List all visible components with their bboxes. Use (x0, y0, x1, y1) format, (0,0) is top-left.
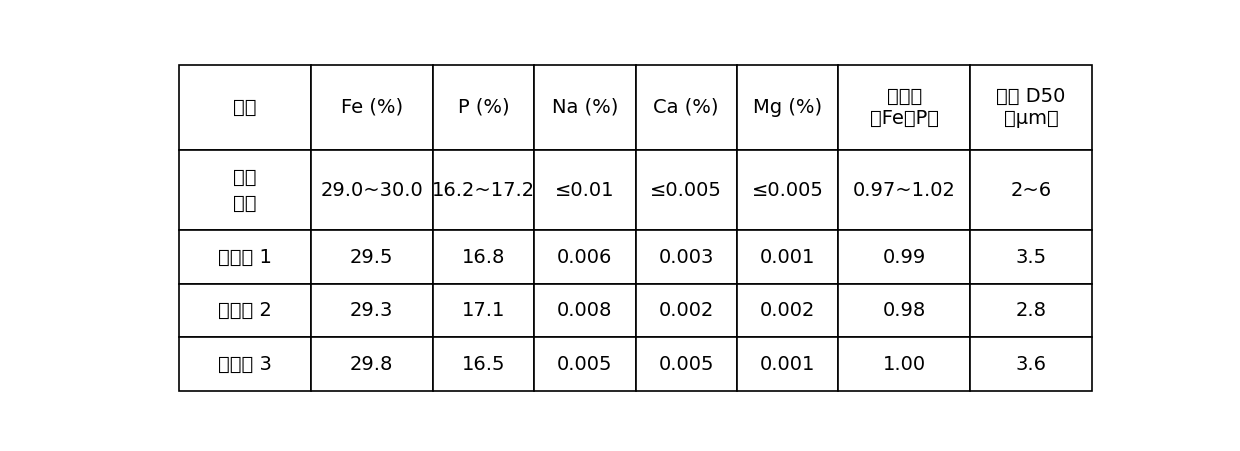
Text: 实施例 1: 实施例 1 (218, 248, 272, 267)
Text: ≤0.01: ≤0.01 (556, 181, 615, 200)
Bar (179, 64, 311, 150)
Text: 16.5: 16.5 (461, 355, 505, 374)
Text: 16.2~17.2: 16.2~17.2 (432, 181, 534, 200)
Bar (838, 337, 970, 391)
Text: 3.5: 3.5 (1016, 248, 1047, 267)
Text: 0.001: 0.001 (760, 248, 816, 267)
Bar (737, 150, 838, 230)
Text: 0.005: 0.005 (658, 355, 714, 374)
Bar (737, 64, 838, 150)
Text: 0.008: 0.008 (557, 301, 613, 320)
Bar (737, 284, 838, 337)
Text: 0.001: 0.001 (760, 355, 816, 374)
Text: 0.002: 0.002 (760, 301, 816, 320)
Bar (433, 150, 534, 230)
Text: 项目: 项目 (233, 98, 257, 117)
Text: 16.8: 16.8 (461, 248, 505, 267)
Text: （Fe：P）: （Fe：P） (869, 109, 939, 128)
Text: 0.99: 0.99 (883, 248, 926, 267)
Bar (534, 337, 635, 391)
Text: 铁磷比: 铁磷比 (887, 87, 921, 106)
Bar (179, 150, 311, 230)
Text: 实施例 3: 实施例 3 (218, 355, 272, 374)
Bar (838, 230, 970, 284)
Text: 3.6: 3.6 (1016, 355, 1047, 374)
Bar (970, 284, 1092, 337)
Text: Mg (%): Mg (%) (753, 98, 822, 117)
Text: Ca (%): Ca (%) (653, 98, 719, 117)
Bar (534, 230, 635, 284)
Text: 0.003: 0.003 (658, 248, 714, 267)
Bar (737, 230, 838, 284)
Bar (635, 64, 737, 150)
Bar (838, 150, 970, 230)
Bar (635, 284, 737, 337)
Bar (311, 284, 433, 337)
Bar (838, 284, 970, 337)
Bar (534, 284, 635, 337)
Bar (311, 230, 433, 284)
Bar (970, 230, 1092, 284)
Bar (179, 230, 311, 284)
Text: 17.1: 17.1 (461, 301, 505, 320)
Bar (635, 230, 737, 284)
Bar (534, 150, 635, 230)
Bar (433, 284, 534, 337)
Bar (838, 64, 970, 150)
Bar (179, 284, 311, 337)
Bar (179, 337, 311, 391)
Text: 行业
标准: 行业 标准 (233, 167, 257, 213)
Bar (635, 150, 737, 230)
Bar (970, 337, 1092, 391)
Text: Na (%): Na (%) (552, 98, 618, 117)
Bar (970, 150, 1092, 230)
Text: 29.8: 29.8 (350, 355, 393, 374)
Text: 2~6: 2~6 (1011, 181, 1052, 200)
Text: ≤0.005: ≤0.005 (751, 181, 823, 200)
Text: 实施例 2: 实施例 2 (218, 301, 272, 320)
Text: 29.0~30.0: 29.0~30.0 (320, 181, 423, 200)
Bar (433, 230, 534, 284)
Text: 2.8: 2.8 (1016, 301, 1047, 320)
Text: Fe (%): Fe (%) (341, 98, 403, 117)
Bar (311, 64, 433, 150)
Text: 29.3: 29.3 (350, 301, 393, 320)
Bar (311, 337, 433, 391)
Text: （μm）: （μm） (1003, 109, 1059, 128)
Bar (737, 337, 838, 391)
Text: P (%): P (%) (458, 98, 510, 117)
Text: 0.006: 0.006 (557, 248, 613, 267)
Bar (635, 337, 737, 391)
Text: 0.97~1.02: 0.97~1.02 (853, 181, 956, 200)
Text: 1.00: 1.00 (883, 355, 926, 374)
Text: 0.002: 0.002 (658, 301, 714, 320)
Text: 0.005: 0.005 (557, 355, 613, 374)
Bar (534, 64, 635, 150)
Text: 0.98: 0.98 (883, 301, 926, 320)
Bar (970, 64, 1092, 150)
Text: ≤0.005: ≤0.005 (650, 181, 722, 200)
Text: 粒度 D50: 粒度 D50 (997, 87, 1066, 106)
Text: 29.5: 29.5 (350, 248, 393, 267)
Bar (311, 150, 433, 230)
Bar (433, 64, 534, 150)
Bar (433, 337, 534, 391)
